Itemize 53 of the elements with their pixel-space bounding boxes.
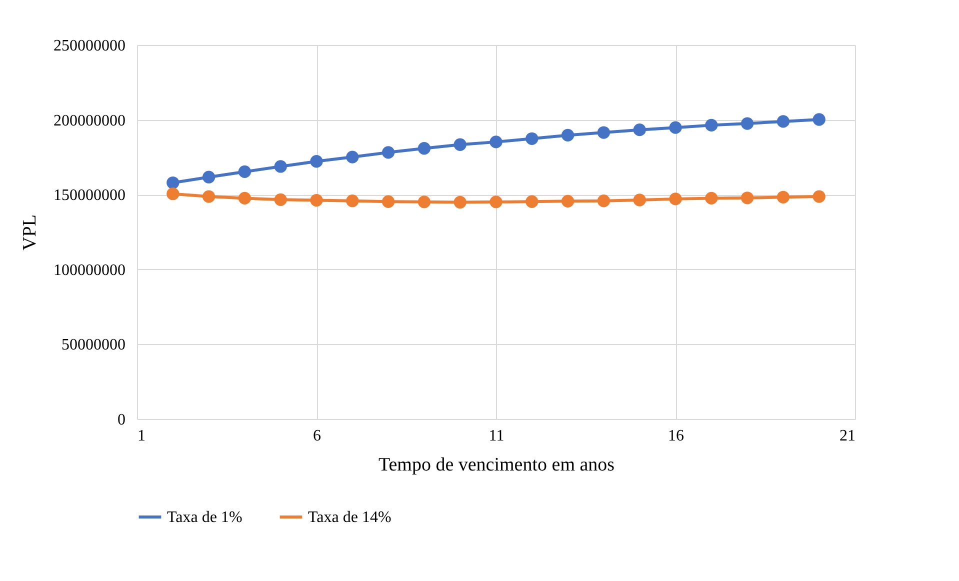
point	[669, 192, 682, 206]
point	[382, 195, 395, 208]
point	[812, 190, 826, 203]
point	[454, 138, 466, 151]
y-tick-label: 0	[118, 412, 126, 428]
point	[346, 150, 359, 164]
x-tick-label: 6	[313, 428, 321, 444]
point	[597, 126, 610, 139]
point	[776, 190, 790, 204]
legend-label: Taxa de 14%	[308, 509, 392, 526]
point	[597, 194, 610, 208]
point	[526, 132, 538, 145]
point	[166, 188, 180, 200]
point	[274, 193, 287, 206]
x-axis-title: Tempo de vencimento em anos	[378, 454, 615, 476]
y-tick-label: 50000000	[62, 336, 126, 354]
point	[310, 194, 323, 207]
point	[812, 113, 826, 126]
x-tick-label: 11	[488, 428, 504, 444]
point	[705, 118, 718, 132]
x-tick-label: 21	[840, 428, 856, 444]
y-tick-label: 200000000	[54, 112, 126, 130]
point	[382, 146, 395, 159]
point	[561, 194, 574, 208]
point	[166, 176, 180, 190]
point	[490, 196, 502, 208]
y-tick-label: 150000000	[54, 187, 126, 204]
point	[418, 196, 431, 208]
point	[740, 117, 754, 130]
y-tick-label: 250000000	[54, 38, 126, 54]
point	[238, 165, 252, 178]
point	[740, 192, 754, 204]
point	[526, 195, 538, 208]
point	[202, 170, 216, 184]
y-axis-title: VPL	[20, 214, 40, 250]
point	[454, 196, 466, 209]
point	[202, 190, 216, 203]
x-tick-label: 1	[138, 428, 146, 444]
point	[418, 142, 431, 155]
point	[633, 124, 646, 136]
point	[705, 192, 718, 205]
point	[561, 128, 574, 142]
point	[490, 136, 502, 148]
point	[238, 192, 252, 205]
point	[346, 194, 359, 208]
point	[274, 160, 287, 173]
x-tick-label: 16	[668, 428, 684, 444]
legend-label: Taxa de 1%	[167, 509, 242, 526]
point	[776, 115, 790, 128]
y-tick-label: 100000000	[54, 262, 126, 279]
point	[669, 121, 682, 134]
point	[633, 194, 646, 206]
point	[310, 155, 323, 168]
